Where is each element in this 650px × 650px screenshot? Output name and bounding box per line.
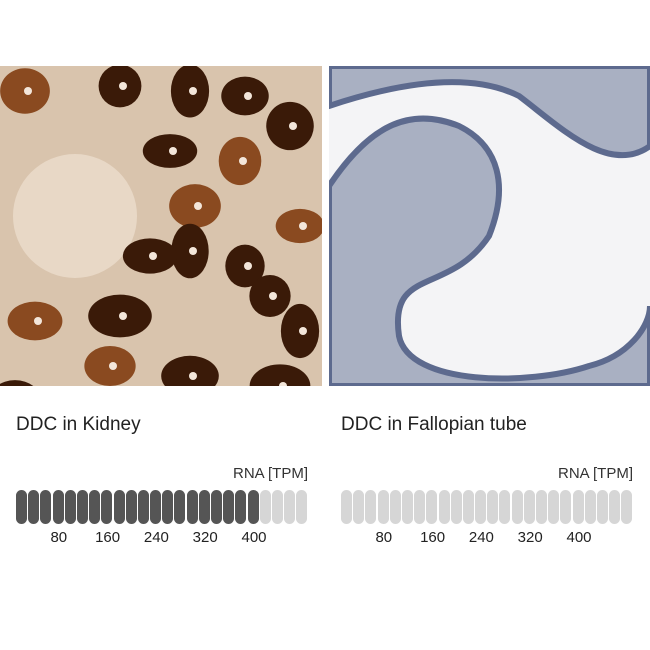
rna-bar-segment [450,490,462,524]
rna-tick-label: 320 [192,529,218,546]
rna-tick-label: 160 [95,529,121,546]
rna-bar-segment [125,490,137,524]
fallopian-caption: DDC in Fallopian tube [341,414,527,435]
rna-ticks: 80 160 240 320 400 [341,529,641,549]
rna-bar-segment [296,490,308,524]
rna-bar-segment [150,490,162,524]
rna-bar-segment [52,490,64,524]
rna-bar-segment [377,490,389,524]
rna-ticks: 80 160 240 320 400 [16,529,316,549]
rna-bar-segment [284,490,296,524]
rna-bar-segment [235,490,247,524]
rna-bar-segment [211,490,222,524]
rna-bar-segment [414,490,426,524]
rna-expression-bar [341,490,633,524]
rna-tick-label: 400 [566,529,592,546]
rna-bar-segment [475,490,487,524]
fallopian-tube-tissue-image [329,66,650,386]
rna-tick-label: 400 [241,529,267,546]
rna-bar-segment [548,490,560,524]
rna-bar-segment [560,490,572,524]
rna-bar-segment [536,490,547,524]
rna-expression-bar [16,490,308,524]
rna-bar-segment [426,490,438,524]
rna-bar-segment [353,490,365,524]
rna-bar-segment [64,490,76,524]
rna-bar-segment [487,490,499,524]
rna-bar-segment [499,490,511,524]
rna-label: RNA [TPM] [557,465,633,482]
rna-bar-segment [271,490,283,524]
rna-bar-segment [162,490,174,524]
rna-bar-segment [101,490,113,524]
rna-tick-label: 240 [468,529,494,546]
rna-bar-segment [198,490,210,524]
rna-bar-segment [462,490,474,524]
rna-bar-segment [76,490,88,524]
rna-bar-segment [186,490,198,524]
rna-bar-segment [259,490,271,524]
rna-bar-segment [438,490,450,524]
rna-bar-segment [223,490,235,524]
rna-bar-segment [89,490,101,524]
rna-tick-label: 80 [50,529,68,546]
rna-bar-segment [28,490,40,524]
rna-bar-segment [40,490,52,524]
rna-bar-segment [113,490,125,524]
rna-bar-segment [174,490,186,524]
rna-bar-segment [572,490,584,524]
rna-bar-segment [523,490,535,524]
rna-label: RNA [TPM] [232,465,308,482]
rna-bar-segment [16,490,27,524]
rna-tick-label: 160 [420,529,446,546]
rna-bar-segment [389,490,401,524]
kidney-caption: DDC in Kidney [16,414,141,435]
rna-bar-segment [511,490,523,524]
rna-bar-segment [621,490,633,524]
rna-tick-label: 80 [375,529,393,546]
rna-bar-segment [596,490,608,524]
rna-bar-segment [609,490,621,524]
kidney-tissue-image [0,66,322,386]
rna-bar-segment [365,490,377,524]
rna-tick-label: 240 [143,529,169,546]
rna-bar-segment [247,490,259,524]
rna-bar-segment [137,490,149,524]
rna-bar-segment [584,490,596,524]
rna-bar-segment [341,490,352,524]
rna-bar-segment [401,490,413,524]
rna-tick-label: 320 [517,529,543,546]
